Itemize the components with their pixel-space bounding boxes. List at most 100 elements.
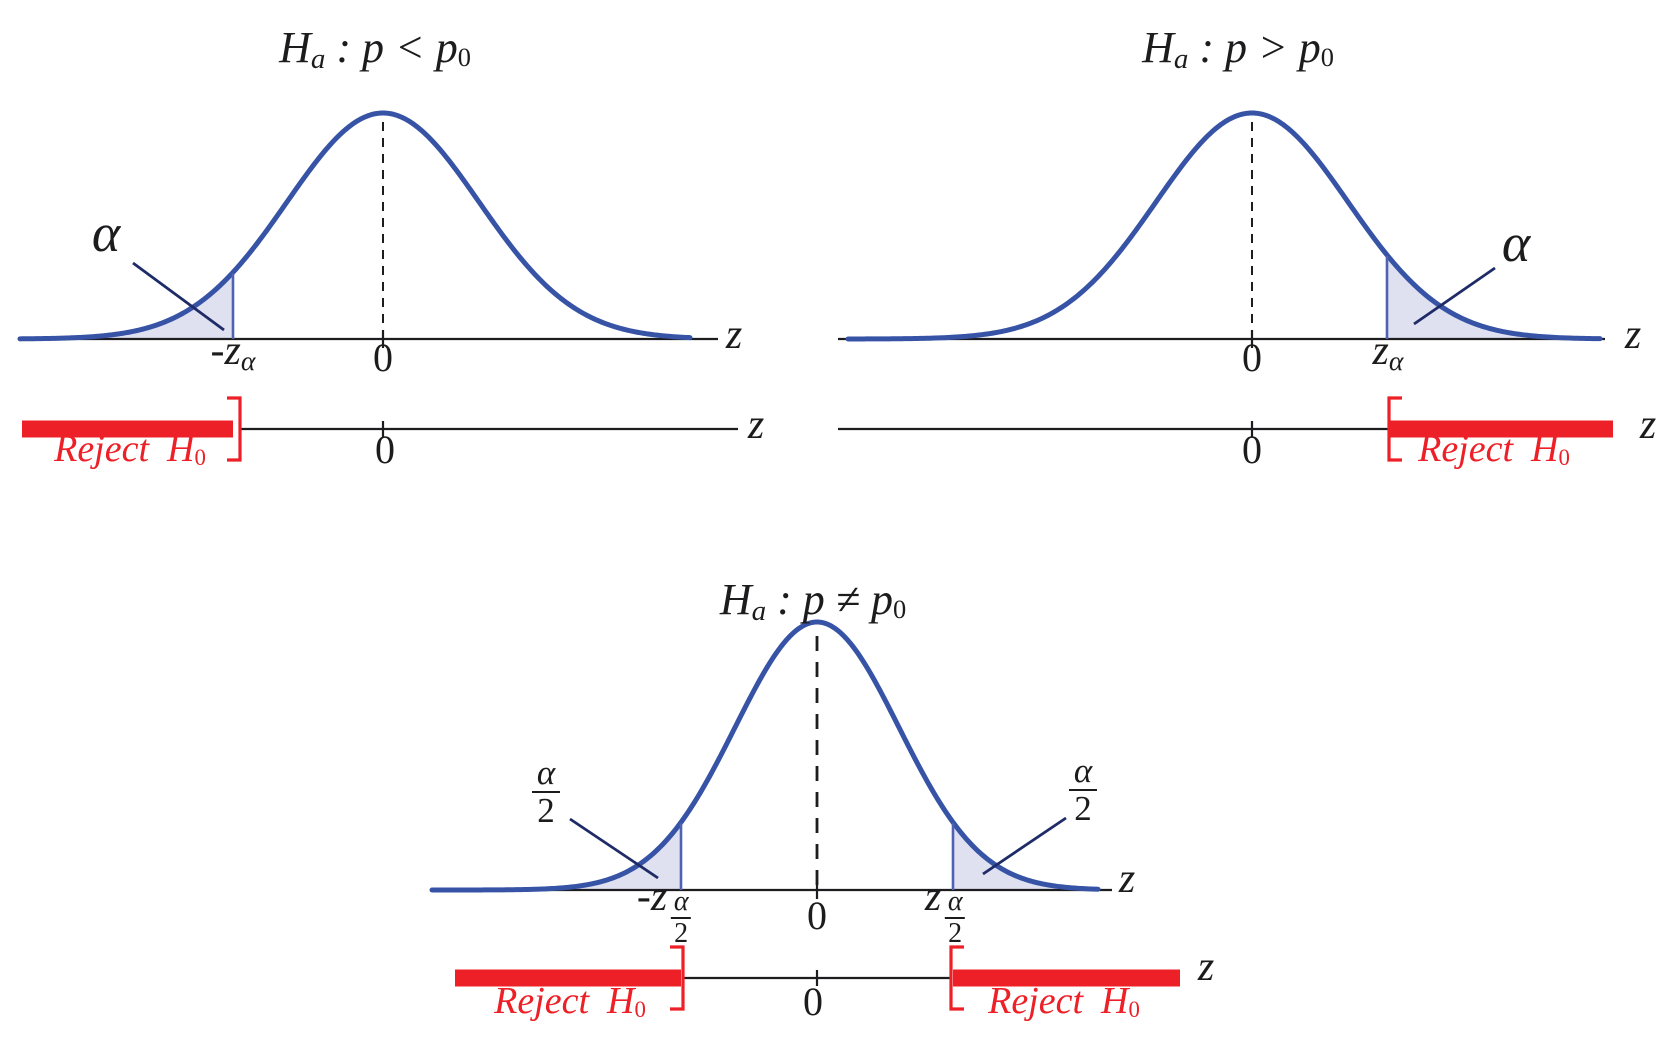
reject-region-bar <box>22 420 233 438</box>
alpha-symbol: α <box>673 886 689 917</box>
z-symbol: z <box>1624 312 1642 358</box>
alpha-label: α <box>1501 213 1531 273</box>
z-symbol: z <box>1372 328 1389 374</box>
denominator-2: 2 <box>674 917 689 949</box>
z-symbol: z <box>1639 402 1657 448</box>
h-symbol: H <box>1531 428 1559 470</box>
z-symbol: z <box>1118 856 1136 902</box>
normal-curve <box>429 619 1101 893</box>
zero-label: 0 <box>373 335 393 380</box>
h-symbol: H <box>1101 980 1129 1022</box>
fraction-bar <box>945 916 966 919</box>
shaded-tail-region <box>1387 254 1600 339</box>
alpha-pointer-line <box>132 261 225 332</box>
alpha-pointer-line <box>982 816 1067 876</box>
reject-region-bar <box>455 969 681 987</box>
z-axis-label: z <box>1625 314 1641 357</box>
shaded-tail-region <box>953 822 1098 890</box>
zero-text: 0 <box>1242 335 1262 380</box>
normal-curve <box>845 110 1603 342</box>
title-left-tailed: Ha : p < p0 <box>279 23 471 74</box>
reject-bracket <box>1387 396 1402 462</box>
shaded-tail-region <box>20 272 233 339</box>
h-symbol: H <box>279 23 311 72</box>
fraction-bar <box>671 916 692 919</box>
title-right-tailed: Ha : p > p0 <box>1142 23 1334 74</box>
reject-line-zero-label: 0 <box>375 427 395 472</box>
h-symbol: H <box>1142 23 1174 72</box>
normal-curve <box>17 110 693 342</box>
reject-line-z-label: z <box>748 404 764 447</box>
reject-word: Reject <box>988 980 1084 1022</box>
reject-bracket <box>949 945 964 1011</box>
z-axis-label: z <box>726 314 742 357</box>
reject-word: Reject <box>1418 428 1514 470</box>
z-symbol: z <box>747 402 765 448</box>
shaded-tail-region <box>432 822 681 890</box>
reject-region-bar <box>953 969 1180 987</box>
title-two-tailed: Ha : p ≠ p0 <box>719 575 907 626</box>
hypothesis-relation: : p < p <box>325 23 458 72</box>
critical-value-label-left: -z α 2 <box>636 874 692 949</box>
zero-label: 0 <box>807 893 827 938</box>
h-subscript: a <box>1173 42 1189 75</box>
alpha-symbol: α <box>536 753 556 792</box>
neg-z-symbol: -z <box>210 328 241 374</box>
alpha-symbol: α <box>947 886 963 917</box>
h-subscript: a <box>751 594 767 627</box>
h0-subscript: 0 <box>194 444 206 470</box>
zero-text: 0 <box>375 427 395 472</box>
alpha-symbol: α <box>91 203 121 263</box>
reject-h0-label: Reject H0 <box>1418 430 1570 469</box>
zero-label: 0 <box>1242 335 1262 380</box>
fraction-bar <box>1069 789 1097 792</box>
alpha-label: α <box>91 203 121 263</box>
reject-line-zero-label: 0 <box>803 979 823 1024</box>
zero-text: 0 <box>373 335 393 380</box>
z-symbol: z <box>1197 944 1215 990</box>
z-symbol: z <box>924 874 942 920</box>
reject-h0-label-right: Reject H0 <box>988 982 1140 1021</box>
reject-word: Reject <box>54 428 150 470</box>
h-symbol: H <box>167 428 195 470</box>
denominator-2: 2 <box>537 791 555 831</box>
reject-line-z-label: z <box>1640 404 1656 447</box>
h0-subscript: 0 <box>634 996 646 1022</box>
p0-subscript: 0 <box>1320 42 1334 73</box>
p0-subscript: 0 <box>892 594 907 625</box>
h-symbol: H <box>719 575 752 624</box>
reject-region-bar <box>1389 420 1613 438</box>
h0-subscript: 0 <box>1558 444 1570 470</box>
zero-text: 0 <box>1242 427 1262 472</box>
reject-word: Reject <box>494 980 590 1022</box>
z-symbol: z <box>725 312 743 358</box>
reject-h0-label: Reject H0 <box>54 430 206 469</box>
z-axis-label: z <box>1119 858 1135 901</box>
denominator-2: 2 <box>948 917 963 949</box>
critical-value-label: zα <box>1372 328 1404 376</box>
alpha-subscript: α <box>1388 344 1404 376</box>
alpha-pointer-line <box>569 817 659 880</box>
alpha-symbol: α <box>1073 751 1093 790</box>
alpha-symbol: α <box>1501 213 1531 273</box>
p0-subscript: 0 <box>457 42 471 73</box>
h0-subscript: 0 <box>1128 996 1140 1022</box>
denominator-2: 2 <box>1074 789 1092 829</box>
hypothesis-relation: : p ≠ p <box>766 575 893 624</box>
zero-text: 0 <box>807 893 827 938</box>
reject-bracket <box>227 396 242 462</box>
neg-z-symbol: -z <box>636 874 668 920</box>
critical-value-label: -zα <box>210 328 256 375</box>
zero-text: 0 <box>803 979 823 1024</box>
reject-line-zero-label: 0 <box>1242 427 1262 472</box>
fraction-bar <box>532 791 560 794</box>
